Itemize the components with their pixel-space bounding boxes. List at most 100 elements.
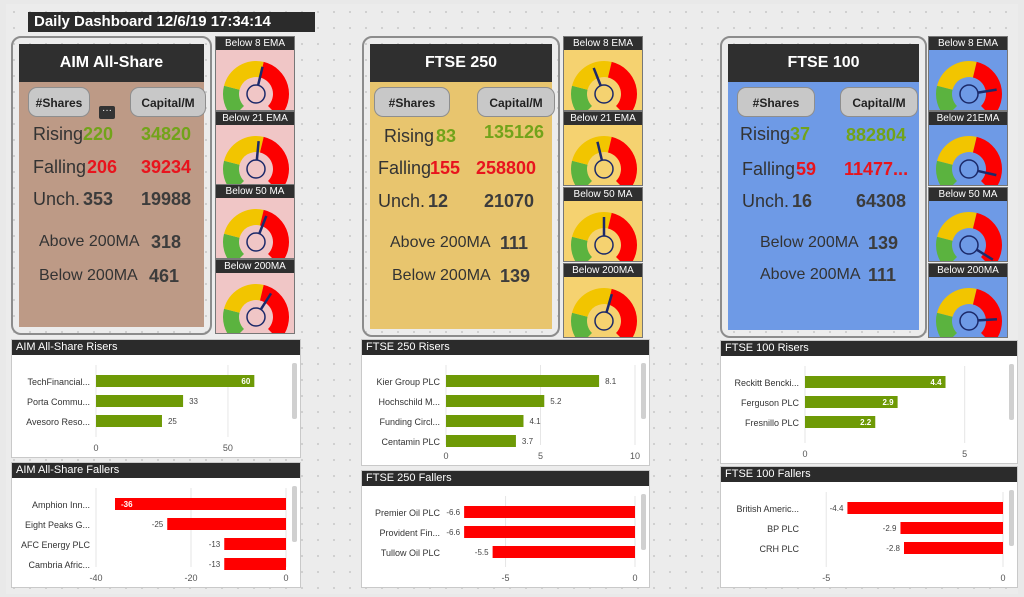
- unchanged-capital: 21070: [484, 191, 535, 211]
- shares-button[interactable]: #Shares: [737, 87, 815, 117]
- chart-ftse250-risers[interactable]: FTSE 250 Risers 0 5 10 Kier Group PLC 8.1 Hoc…: [361, 339, 650, 466]
- shares-button[interactable]: #Shares: [374, 87, 450, 117]
- bar[interactable]: [446, 415, 524, 427]
- bar-chart-svg: -40 -20 0 Amphion Inn... -36 Eight Peaks G...…: [21, 486, 297, 583]
- chart-aim-risers[interactable]: AIM All-Share Risers 0 50 TechFinancial...…: [11, 339, 301, 458]
- data-label: 2.2: [860, 418, 872, 427]
- chart-ftse100-risers[interactable]: FTSE 100 Risers 0 5 Reckitt Bencki... 4.4 Fe…: [720, 340, 1018, 464]
- falling-shares: 59: [796, 159, 817, 179]
- gauge-ftse250-50ma[interactable]: Below 50 MA: [563, 187, 643, 262]
- tick-label: 50: [223, 443, 233, 453]
- gauge-title: Below 8 EMA: [929, 37, 1007, 50]
- gauge-red-zone: [972, 136, 1002, 185]
- bar[interactable]: [446, 435, 516, 447]
- gauge-hub: [246, 232, 266, 252]
- chart-ftse250-fallers[interactable]: FTSE 250 Fallers -5 0 Premier Oil PLC -6.6 P…: [361, 470, 650, 588]
- gauge-green-zone: [936, 85, 957, 110]
- more-options-icon[interactable]: ···: [99, 106, 115, 119]
- gauge-green-zone: [571, 85, 592, 110]
- data-label: -6.6: [446, 528, 460, 537]
- capital-button[interactable]: Capital/M: [840, 87, 918, 117]
- gauge-ftse250-8ema[interactable]: Below 8 EMA: [563, 36, 643, 111]
- scrollbar[interactable]: [641, 363, 646, 419]
- bar[interactable]: [805, 376, 946, 388]
- scrollbar[interactable]: [641, 494, 646, 550]
- scrollbar[interactable]: [292, 363, 297, 419]
- falling-capital: 39234: [141, 157, 192, 177]
- bar[interactable]: [446, 395, 545, 407]
- bar-chart-svg: 0 5 Reckitt Bencki... 4.4 Ferguson PLC 2.9 Fre…: [734, 364, 1014, 459]
- category-label: BP PLC: [767, 524, 799, 534]
- shares-button[interactable]: #Shares: [28, 87, 90, 117]
- category-label: Funding Circl...: [379, 417, 440, 427]
- bar[interactable]: [446, 375, 600, 387]
- gauge-aim-21ema[interactable]: Below 21 EMA: [215, 111, 295, 186]
- gauge-ftse250-200ma[interactable]: Below 200MA: [563, 263, 643, 338]
- gauge-yellow-zone: [224, 209, 264, 238]
- gauge-aim-200ma[interactable]: Below 200MA: [215, 259, 295, 334]
- gauge-hub: [594, 159, 614, 179]
- bar[interactable]: [96, 375, 255, 387]
- category-label: Tullow Oil PLC: [381, 548, 441, 558]
- gauge-yellow-zone: [937, 288, 977, 317]
- gauge-aim-8ema[interactable]: Below 8 EMA: [215, 36, 295, 111]
- gauge-ftse100-8ema[interactable]: Below 8 EMA: [928, 36, 1008, 111]
- scrollbar[interactable]: [1009, 490, 1014, 546]
- tick-label: 0: [283, 573, 288, 583]
- gauge-red-zone: [607, 136, 637, 185]
- gauge-green-zone: [571, 160, 592, 185]
- data-label: -36: [121, 500, 133, 509]
- card-aim-all-share[interactable]: AIM All-Share ··· #Shares Capital/M Risi…: [11, 36, 212, 335]
- bar[interactable]: [900, 522, 1003, 534]
- bar[interactable]: [492, 546, 635, 558]
- bar[interactable]: [224, 558, 286, 570]
- tick-label: 0: [802, 449, 807, 459]
- bar[interactable]: [464, 526, 635, 538]
- dashboard-title: Daily Dashboard 12/6/19 17:34:14: [28, 12, 315, 32]
- gauge-ftse100-200ma[interactable]: Below 200MA: [928, 263, 1008, 338]
- chart-ftse100-fallers[interactable]: FTSE 100 Fallers -5 0 British Americ... -4.…: [720, 466, 1018, 588]
- bar[interactable]: [464, 506, 635, 518]
- gauge-ftse100-50ma[interactable]: Below 50 MA: [928, 187, 1008, 262]
- rising-label: Rising: [384, 126, 435, 146]
- gauge-ftse250-21ema[interactable]: Below 21 EMA: [563, 111, 643, 186]
- unchanged-capital: 19988: [141, 189, 192, 209]
- category-label: Eight Peaks G...: [25, 520, 90, 530]
- tick-label: -20: [184, 573, 197, 583]
- gauge-hub: [959, 159, 979, 179]
- gauge-yellow-zone: [224, 136, 264, 165]
- capital-button[interactable]: Capital/M: [477, 87, 555, 117]
- card-ftse-100[interactable]: FTSE 100 #Shares Capital/M Rising 37 882…: [720, 36, 927, 338]
- gauge-hub: [246, 159, 266, 179]
- gauge-aim-50ma[interactable]: Below 50 MA: [215, 184, 295, 259]
- gauge-yellow-zone: [224, 61, 264, 90]
- scrollbar[interactable]: [292, 486, 297, 542]
- gauge-ftse100-21ema[interactable]: Below 21EMA: [928, 111, 1008, 186]
- scrollbar[interactable]: [1009, 364, 1014, 420]
- data-label: 25: [168, 417, 177, 426]
- bar[interactable]: [96, 395, 184, 407]
- bar[interactable]: [224, 538, 286, 550]
- gauge-green-zone: [223, 160, 244, 185]
- card-ftse-250[interactable]: FTSE 250 #Shares Capital/M Rising 83 135…: [362, 36, 560, 337]
- gauge-needle: [977, 317, 998, 322]
- chart-aim-fallers[interactable]: AIM All-Share Fallers -40 -20 0 Amphion Inn…: [11, 462, 301, 588]
- bar[interactable]: [805, 396, 898, 408]
- bar[interactable]: [847, 502, 1003, 514]
- gauge-hub: [594, 235, 614, 255]
- tick-label: 0: [443, 451, 448, 461]
- falling-label: Falling: [33, 157, 87, 177]
- bar[interactable]: [805, 416, 876, 428]
- bar[interactable]: [96, 415, 162, 427]
- unchanged-label: Unch.: [378, 191, 426, 211]
- bar[interactable]: [115, 498, 286, 510]
- tick-label: 0: [632, 573, 637, 583]
- bar[interactable]: [167, 518, 286, 530]
- falling-shares: 155: [430, 158, 461, 178]
- gauge-hub: [594, 84, 614, 104]
- capital-button[interactable]: Capital/M: [130, 87, 206, 117]
- bar[interactable]: [904, 542, 1003, 554]
- gauge-yellow-zone: [937, 61, 977, 90]
- unchanged-label: Unch.: [742, 191, 790, 211]
- chart-title: FTSE 250 Risers: [362, 340, 649, 355]
